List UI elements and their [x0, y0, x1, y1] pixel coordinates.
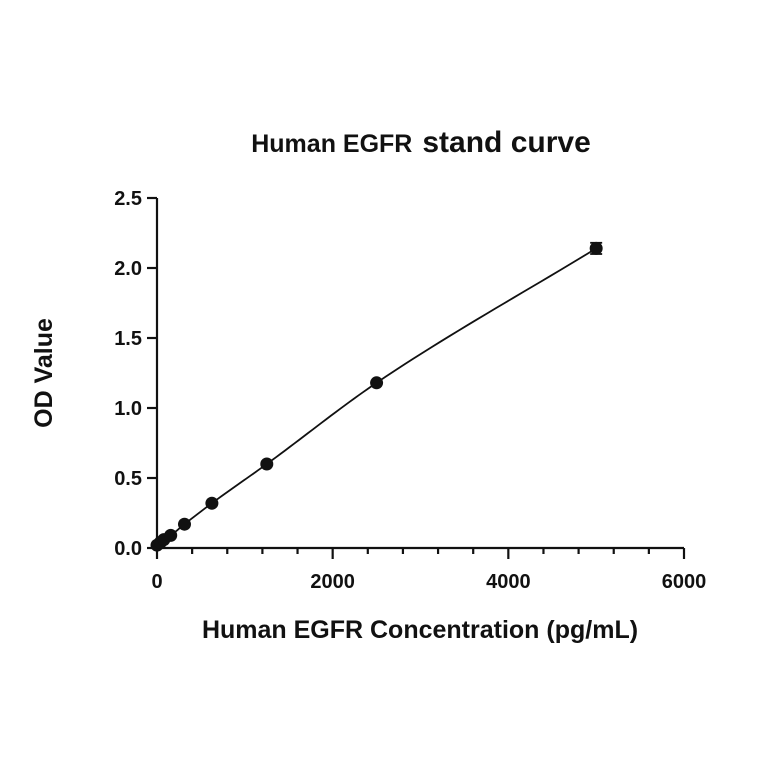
x-tick-label: 0 [151, 571, 162, 593]
y-tick-label: 2.0 [114, 258, 142, 280]
data-point [260, 457, 274, 471]
data-point [589, 241, 603, 255]
data-point [177, 517, 191, 531]
y-tick-label: 0.5 [114, 468, 142, 490]
chart-title-part2: stand curve [422, 126, 590, 159]
data-point [205, 496, 219, 510]
fit-curve [156, 247, 597, 546]
x-tick-label: 2000 [310, 571, 355, 593]
y-tick-label: 1.0 [114, 398, 142, 420]
y-tick-label: 0.0 [114, 538, 142, 560]
y-tick-label: 2.5 [114, 188, 142, 210]
y-axis-label: OD Value [30, 318, 58, 428]
x-tick-label: 4000 [486, 571, 531, 593]
data-point [370, 376, 384, 390]
y-tick-label: 1.5 [114, 328, 142, 350]
data-point [164, 528, 178, 542]
chart-title-part1: Human EGFR [251, 130, 412, 158]
x-tick-label: 6000 [662, 571, 707, 593]
axes: 0.0 0.5 1.0 1.5 2.0 2.5 0 2000 4000 6000 [114, 188, 706, 593]
x-axis-label: Human EGFR Concentration (pg/mL) [202, 616, 638, 644]
plot-area [150, 241, 603, 552]
chart-title: Human EGFR stand curve [251, 126, 591, 159]
